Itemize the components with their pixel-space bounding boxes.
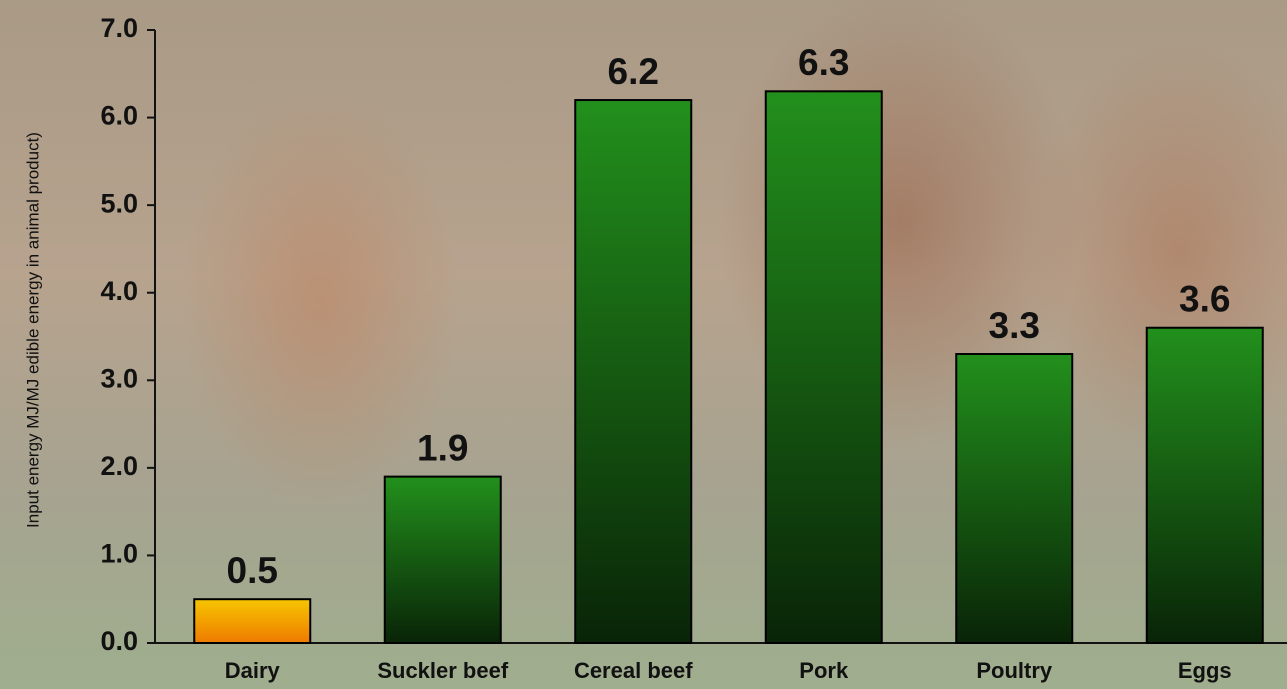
x-tick-label: Eggs: [1178, 658, 1232, 683]
y-tick-label: 1.0: [100, 539, 138, 569]
x-tick-label: Suckler beef: [377, 658, 509, 683]
x-tick-label: Pork: [799, 658, 849, 683]
bar: [1145, 326, 1264, 644]
value-label: 3.6: [1179, 279, 1230, 320]
bar: [574, 99, 693, 645]
bar: [383, 475, 502, 644]
y-tick-label: 7.0: [100, 13, 138, 43]
value-label: 1.9: [417, 427, 468, 468]
y-tick-label: 4.0: [100, 276, 138, 306]
value-label: 6.2: [608, 51, 659, 92]
y-axis-label: Input energy MJ/MJ edible energy in anim…: [23, 132, 42, 528]
y-tick-label: 6.0: [100, 101, 138, 131]
value-label: 0.5: [227, 550, 278, 591]
y-tick-label: 5.0: [100, 188, 138, 218]
x-tick-label: Poultry: [976, 658, 1053, 683]
x-tick-label: Cereal beef: [574, 658, 693, 683]
value-label: 3.3: [989, 305, 1040, 346]
bar: [193, 598, 312, 645]
y-tick-label: 2.0: [100, 451, 138, 481]
x-tick-label: Dairy: [225, 658, 281, 683]
bar: [955, 353, 1074, 644]
value-label: 6.3: [798, 42, 849, 83]
y-tick-label: 3.0: [100, 363, 138, 393]
y-tick-label: 0.0: [100, 626, 138, 656]
bar: [764, 90, 883, 645]
